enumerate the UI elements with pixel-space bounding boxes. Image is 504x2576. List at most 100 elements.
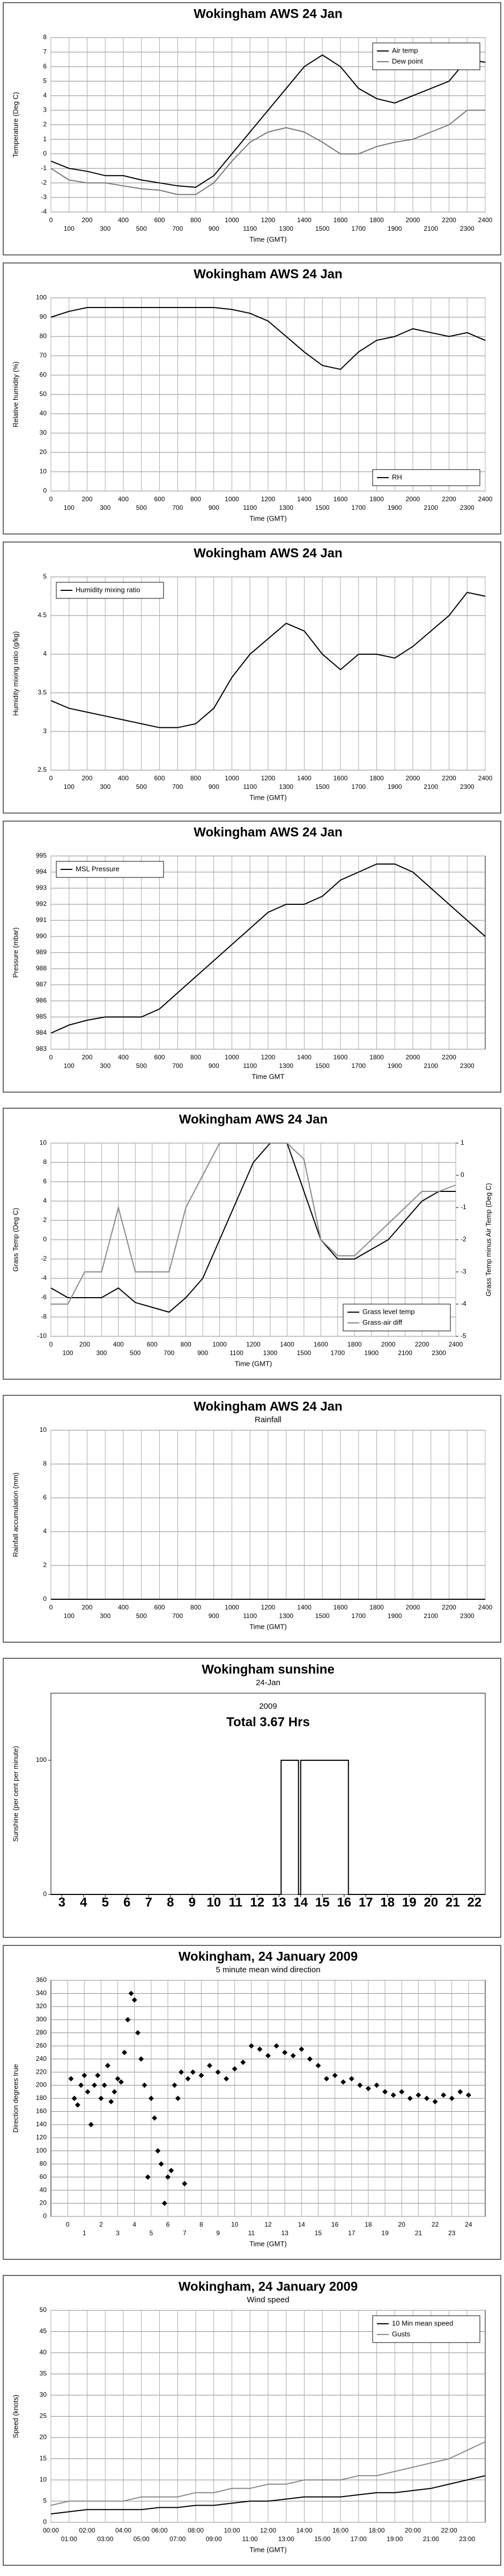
x-tick-label: 11 [248, 2229, 255, 2237]
x-tick-label: 13 [272, 1895, 286, 1909]
x-tick-label: 4 [132, 2221, 136, 2228]
scatter-point [68, 2076, 74, 2082]
x-tick-label: 2400 [478, 495, 493, 503]
scatter-point [340, 2079, 346, 2085]
y-tick-label: -4 [41, 208, 47, 215]
scatter-point [122, 2050, 128, 2055]
x-tick-label: 1800 [369, 774, 384, 782]
scatter-point [457, 2089, 463, 2095]
x-tick-label: 2300 [460, 1612, 475, 1620]
y-tick-label: 50 [40, 2306, 47, 2314]
x-tick-label: 17:00 [351, 2535, 367, 2543]
x-tick-label: 1900 [388, 783, 402, 791]
legend-label: Dew point [392, 57, 423, 65]
y2-axis-label: Grass Temp minus Air Temp (Deg C) [484, 1183, 492, 1296]
x-tick-label: 0 [49, 1053, 53, 1061]
x-tick-label: 1100 [229, 1349, 243, 1357]
y-tick-label: 100 [36, 1756, 47, 1763]
x-tick-label: 24 [465, 2221, 472, 2228]
y-tick-label: 983 [36, 1045, 47, 1052]
scatter-point [125, 2017, 131, 2023]
y-tick-label: 5 [43, 2497, 47, 2505]
x-axis-label: Time (GMT) [249, 2240, 287, 2248]
scatter-point [98, 2096, 104, 2101]
y-tick-label: 5 [43, 573, 47, 580]
y-tick-label: 989 [36, 948, 47, 956]
x-tick-label: 1700 [351, 1062, 366, 1070]
panel-border [3, 541, 501, 814]
x-tick-label: 800 [190, 1604, 201, 1611]
x-tick-label: 10 [231, 2221, 239, 2228]
x-tick-label: 200 [81, 1053, 92, 1061]
x-tick-label: 5 [102, 1895, 109, 1909]
chart-subtitle: Rainfall [255, 1415, 281, 1424]
y-tick-label: 10 [40, 2476, 47, 2483]
chart-title: Wokingham AWS 24 Jan [194, 267, 342, 281]
x-tick-label: 2200 [442, 1053, 456, 1061]
x-tick-label: 100 [64, 225, 75, 232]
x-tick-label: 23:00 [459, 2535, 475, 2543]
scatter-point [145, 2174, 151, 2180]
x-tick-label: 10:00 [224, 2527, 240, 2534]
x-tick-label: 6 [123, 1895, 130, 1909]
series-line [50, 591, 486, 728]
x-tick-label: 1000 [225, 774, 239, 782]
chart-panel: Wokingham AWS 24 Jan 983 984 985 986 987 988 98… [3, 821, 501, 1093]
x-tick-label: 02:00 [79, 2527, 95, 2534]
x-tick-label: 1300 [263, 1349, 278, 1357]
scatter-point [198, 2073, 204, 2079]
y-tick-label: 60 [40, 2173, 47, 2180]
x-tick-label: 7 [145, 1895, 152, 1909]
x-tick-label: 900 [209, 783, 219, 791]
x-tick-label: 2000 [406, 495, 420, 503]
scatter-point [465, 2092, 471, 2098]
x-tick-label: 11:00 [242, 2535, 258, 2543]
chart-panel: Wokingham AWS 24 Jan -4 -3 -2 -1 0 1 2 3 4 5 6 7 8 0 10… [3, 2, 501, 255]
y-tick-label: 984 [36, 1029, 47, 1036]
x-tick-label: 400 [118, 495, 129, 503]
x-tick-label: 2000 [406, 774, 420, 782]
x-tick-label: 1300 [279, 1612, 293, 1620]
x-tick-label: 2000 [381, 1341, 396, 1348]
x-tick-label: 1900 [364, 1349, 379, 1357]
x-tick-label: 600 [154, 1053, 165, 1061]
scatter-point [172, 2082, 177, 2088]
scatter-point [165, 2174, 171, 2180]
x-tick-label: 13 [281, 2229, 288, 2237]
legend-label: 10 Min mean speed [392, 2319, 453, 2327]
x-tick-label: 1600 [333, 216, 348, 224]
chart-title: Wokingham AWS 24 Jan [194, 825, 342, 839]
y-tick-label: 3.5 [38, 689, 47, 696]
x-tick-label: 05:00 [134, 2535, 150, 2543]
y-tick-label: 985 [36, 1013, 47, 1020]
x-tick-label: 1600 [333, 495, 348, 503]
x-tick-label: 2400 [449, 1341, 463, 1348]
x-tick-label: 0 [49, 216, 53, 224]
x-tick-label: 100 [64, 783, 75, 791]
y-axis-label: Grass Temp (Deg C) [11, 1208, 19, 1272]
y-tick-label: 340 [36, 1989, 47, 1997]
x-axis-label: Time (GMT) [249, 2545, 287, 2553]
scatter-point [349, 2076, 354, 2082]
x-tick-label: 16 [337, 1895, 351, 1909]
scatter-point [71, 2096, 77, 2101]
x-tick-label: 1500 [315, 504, 330, 511]
legend-label: MSL Pressure [76, 865, 120, 873]
scatter-point [282, 2050, 288, 2055]
x-tick-label: 1400 [297, 1053, 312, 1061]
x-tick-label: 8 [167, 1895, 174, 1909]
scatter-point [95, 2073, 101, 2079]
x-tick-label: 400 [118, 1053, 129, 1061]
x-tick-label: 20 [424, 1895, 438, 1909]
x-tick-label: 03:00 [97, 2535, 113, 2543]
x-tick-label: 600 [154, 495, 165, 503]
y-axis-label: Temperature (Deg C) [11, 92, 19, 157]
series-line [50, 307, 486, 370]
x-tick-label: 1800 [369, 216, 384, 224]
x-tick-label: 2100 [424, 783, 438, 791]
y-tick-label: 180 [36, 2094, 47, 2102]
x-axis-label: Time (GMT) [249, 793, 287, 801]
x-axis-label: Time (GMT) [235, 1359, 272, 1367]
